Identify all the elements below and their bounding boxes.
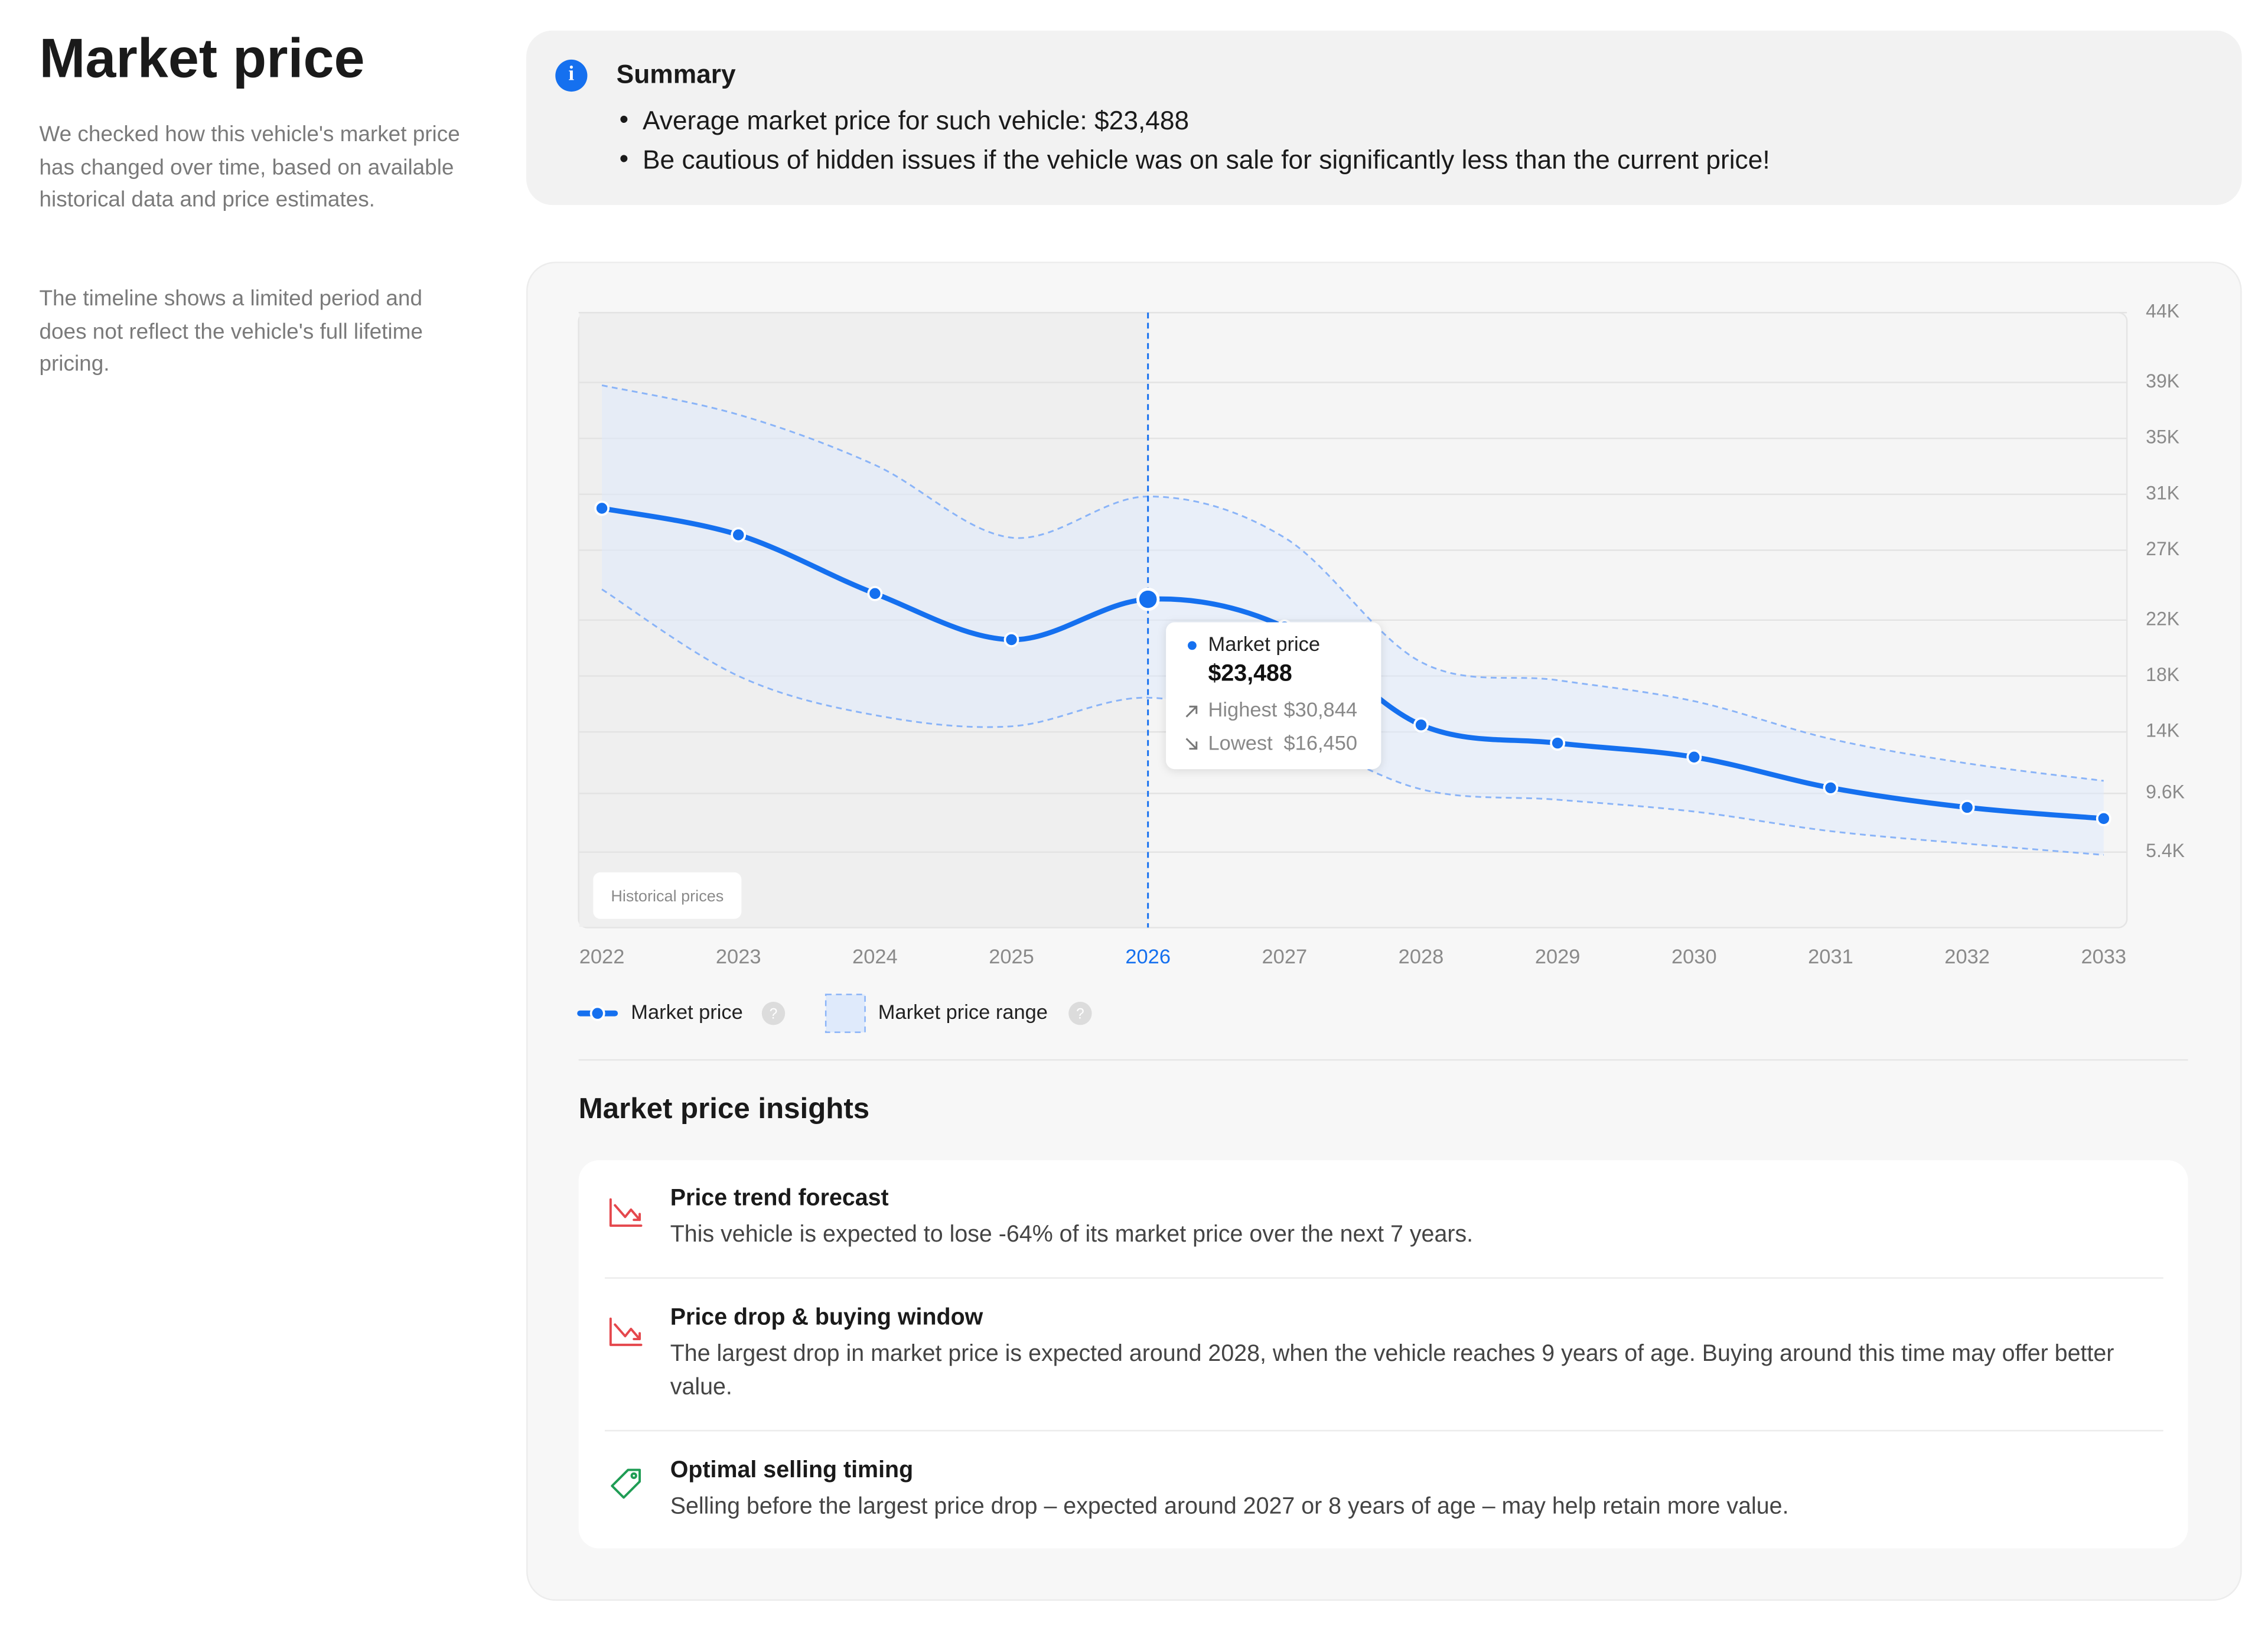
- x-tick-label: 2023: [716, 946, 761, 968]
- summary-item: Average market price for such vehicle: $…: [642, 106, 1190, 135]
- tooltip-lowest: $16,450: [1284, 732, 1358, 754]
- tooltip-dot: [1188, 641, 1197, 650]
- insights-title: Market price insights: [578, 1093, 870, 1126]
- intro-text: We checked how this vehicle's market pri…: [39, 122, 460, 213]
- price-point: [731, 527, 747, 543]
- range-high-line: [601, 384, 2104, 782]
- y-tick-label: 5.4K: [2146, 840, 2185, 861]
- x-tick-label: 2031: [1808, 946, 1853, 968]
- y-tick-label: 9.6K: [2146, 781, 2185, 803]
- y-tick-label: 18K: [2146, 664, 2179, 685]
- x-tick-label: 2033: [2081, 946, 2126, 968]
- tooltip-highest: $30,844: [1284, 699, 1358, 721]
- y-tick-label: 22K: [2146, 608, 2179, 629]
- intro-text: The timeline shows a limited period and …: [39, 286, 423, 377]
- tooltip-series: Market price: [1208, 633, 1321, 656]
- insight-text: Selling before the largest price drop – …: [670, 1494, 1789, 1520]
- x-tick-label: 2029: [1535, 946, 1581, 968]
- summary-bullet: •: [619, 144, 629, 173]
- price-point: [867, 585, 883, 601]
- price-point: [1823, 780, 1839, 796]
- x-tick-label: 2028: [1399, 946, 1444, 968]
- price-point: [1003, 632, 1019, 647]
- tooltip-highest-label: Highest: [1208, 699, 1278, 721]
- drop-icon: [609, 1317, 643, 1346]
- help-icon[interactable]: [761, 1001, 786, 1025]
- insights-card: [578, 1160, 2188, 1549]
- y-tick-label: 35K: [2146, 426, 2179, 448]
- x-tick-label: 2022: [579, 946, 625, 968]
- help-icon[interactable]: [1068, 1001, 1092, 1025]
- insight-title: Price drop & buying window: [670, 1305, 983, 1331]
- y-tick-label: 31K: [2146, 482, 2179, 503]
- x-tick-label: 2030: [1671, 946, 1717, 968]
- arrow-down: [1185, 738, 1198, 750]
- x-tick-label: 2024: [852, 946, 898, 968]
- price-point: [1550, 735, 1566, 751]
- tooltip: Market price $23,488 Highest $30,844 Lowest $…: [1166, 622, 1381, 770]
- summary-item: Be cautious of hidden issues if the vehi…: [642, 145, 1770, 175]
- tooltip-value: $23,488: [1208, 660, 1292, 686]
- y-tick-label: 44K: [2146, 301, 2179, 322]
- insight-text: The largest drop in market price is expe…: [670, 1341, 2114, 1400]
- legend-range-swatch: [825, 993, 866, 1033]
- insight-text: This vehicle is expected to lose -64% of…: [670, 1223, 1474, 1247]
- tooltip-box: [1166, 622, 1381, 770]
- price-range-area: [602, 385, 2104, 855]
- summary-title: Summary: [616, 59, 736, 89]
- price-point: [1136, 587, 1160, 611]
- summary-bullet: •: [619, 105, 629, 134]
- info-icon: i: [555, 59, 588, 92]
- range-low-line: [601, 588, 2104, 856]
- price-point: [594, 500, 610, 516]
- y-tick-label: 14K: [2146, 720, 2179, 741]
- x-tick-label: 2027: [1262, 946, 1308, 968]
- x-tick-label: 2026: [1125, 946, 1171, 968]
- price-point: [1959, 800, 1975, 815]
- insight-title: Optimal selling timing: [670, 1458, 914, 1483]
- price-point: [2096, 810, 2111, 826]
- legend-label: Market price: [631, 1001, 743, 1024]
- historical-label: Historical prices: [611, 887, 724, 905]
- x-tick-label: 2032: [1944, 946, 1990, 968]
- price-point: [1686, 749, 1702, 765]
- y-tick-label: 27K: [2146, 538, 2179, 559]
- legend-label: Market price range: [878, 1001, 1048, 1024]
- insight-title: Price trend forecast: [670, 1186, 889, 1211]
- legend-point-swatch: [589, 1005, 605, 1021]
- arrow-up: [1185, 705, 1198, 718]
- y-tick-label: 39K: [2146, 370, 2179, 392]
- price-point: [1413, 717, 1429, 733]
- x-tick-label: 2025: [989, 946, 1034, 968]
- help-mark: ?: [1076, 1006, 1084, 1022]
- trend-icon: [609, 1198, 643, 1227]
- summary-card: [526, 30, 2242, 206]
- tooltip-lowest-label: Lowest: [1208, 732, 1273, 754]
- historical-badge: [593, 872, 742, 919]
- help-mark: ?: [770, 1006, 778, 1022]
- tag-icon: [611, 1468, 641, 1499]
- page-title: Market price: [39, 29, 365, 90]
